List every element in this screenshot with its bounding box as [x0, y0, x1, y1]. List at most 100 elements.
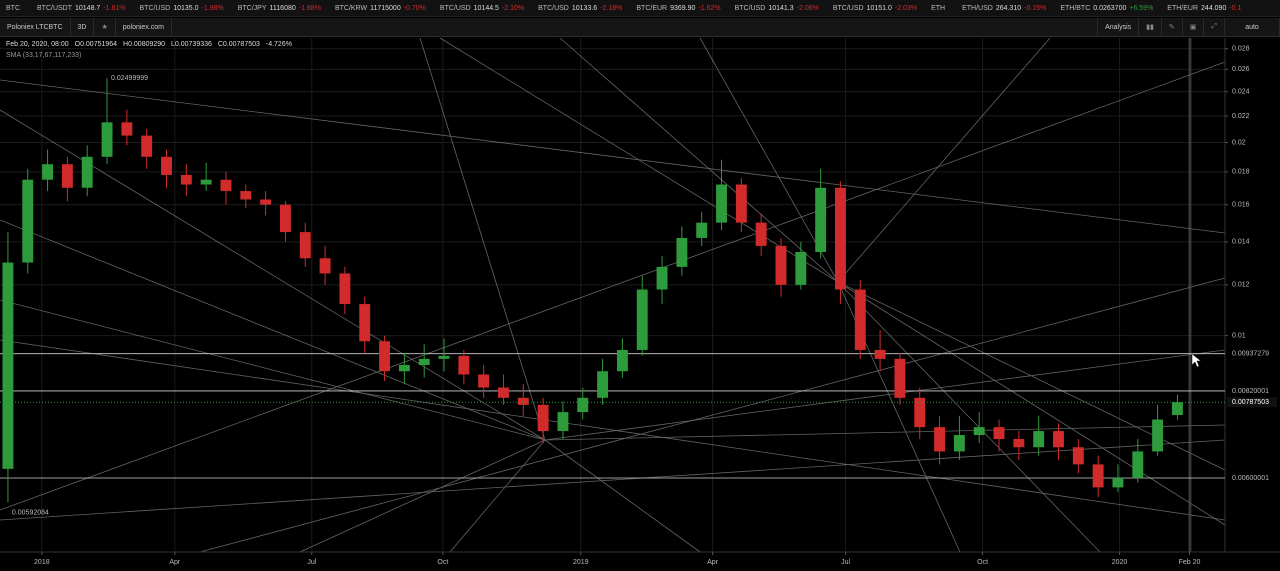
ticker-pair: BTC/USDT [37, 4, 72, 12]
ticker-change: -2.03% [894, 4, 918, 12]
trend-line [837, 281, 1226, 526]
ticker-item[interactable]: ETH/BTC 0.0263700 +6.59% [1060, 5, 1153, 12]
ticker-change: -1.98% [201, 4, 224, 12]
ticker-price: 10144.5 [473, 4, 499, 12]
ticker-price: 10141.3 [768, 4, 794, 12]
candle-body [458, 355, 470, 375]
favorite-icon[interactable]: ★ [94, 17, 116, 37]
ticker-change: -1.62% [698, 4, 721, 12]
candle-body [1072, 447, 1084, 465]
candle-body [577, 397, 589, 413]
ticker-change: +6.59% [1129, 4, 1154, 12]
candle-body [755, 222, 767, 246]
analysis-button[interactable]: Analysis [1097, 17, 1140, 37]
fullscreen-button[interactable]: ⤢ [1204, 17, 1225, 37]
bar-high: H0.00809290 [123, 41, 166, 48]
ticker-item[interactable]: ETH/USD 264.310 -0.15% [962, 5, 1046, 12]
candle-body [1033, 431, 1045, 448]
bar-date: Feb 20, 2020, 08:00 [6, 41, 69, 48]
ticker-item[interactable]: ETH [931, 5, 948, 12]
candle-body [2, 262, 14, 469]
ticker-pair: BTC/KRW [334, 4, 368, 12]
ticker-pair: ETH [931, 4, 946, 12]
candle-body [775, 245, 787, 285]
ticker-pair: ETH/USD [962, 4, 993, 12]
bar-low: L0.00739336 [171, 41, 212, 48]
last-price-box [1227, 397, 1277, 408]
ticker-item[interactable]: BTC/USD 10133.6 -2.18% [538, 5, 622, 12]
y-tick-label: 0.022 [1232, 113, 1250, 120]
ticker-pair: BTC/EUR [636, 4, 668, 12]
candle-body [993, 427, 1005, 440]
candle-body [220, 179, 232, 192]
ticker-item[interactable]: BTC/USD 10135.0 -1.98% [140, 5, 224, 12]
candle-body [121, 122, 133, 136]
candle-body [616, 349, 628, 372]
ticker-change: -2.10% [501, 4, 525, 12]
ticker-item[interactable]: BTC/EUR 9369.90 -1.62% [636, 5, 720, 12]
trend-line [544, 349, 1226, 441]
ticker-item[interactable]: BTC/JPY 1116080 -1.88% [238, 5, 321, 12]
ticker-item[interactable]: BTC/USDT 10148.7 -1.81% [37, 5, 126, 12]
candles [2, 78, 1183, 503]
trend-line [449, 439, 546, 553]
candle-body [1092, 464, 1104, 488]
bar-close: C0.00787503 [217, 41, 260, 48]
interval-button[interactable]: 3D [71, 17, 95, 37]
candle-body [379, 341, 390, 372]
ticker-price: 0.0263700 [1093, 4, 1127, 12]
x-tick-label: 2020 [1112, 559, 1128, 566]
indicator-legend: SMA (33,17,67,117,233) [6, 52, 82, 59]
candle-body [537, 404, 549, 432]
symbol-button[interactable]: Poloniex LTCBTC [0, 17, 71, 37]
ticker-item[interactable]: BTC/USD 10151.0 -2.03% [833, 5, 917, 12]
trend-line [199, 277, 1226, 553]
x-tick-label: Jul [841, 559, 850, 566]
ticker-item[interactable]: BTC/KRW 11715000 -0.70% [335, 5, 426, 12]
candle-body [42, 164, 54, 180]
chart-type-button[interactable]: ▮▮ [1139, 17, 1162, 37]
trend-line [837, 281, 1101, 553]
y-tick-label: 0.028 [1232, 46, 1250, 53]
ohlc-header: Feb 20, 2020, 08:00 O0.00751964 H0.00809… [6, 41, 296, 48]
screenshot-button[interactable]: ▣ [1183, 17, 1205, 37]
source-link[interactable]: poloniex.com [116, 17, 172, 37]
candle-body [1152, 419, 1164, 452]
candle-body [1132, 451, 1144, 478]
candle-body [141, 135, 153, 157]
trend-line [544, 439, 701, 553]
candle-body [795, 252, 807, 285]
candle-body [636, 289, 648, 350]
ticker-item[interactable]: BTC/USD 10144.5 -2.10% [440, 5, 524, 12]
toolbar: Poloniex LTCBTC 3D ★ poloniex.com Analys… [0, 17, 1280, 37]
trend-line [837, 37, 1051, 283]
candle-body [1013, 439, 1025, 448]
y-tick-label: 0.024 [1232, 89, 1250, 96]
draw-button[interactable]: ✎ [1162, 17, 1183, 37]
ticker-pair: BTC/USD [538, 4, 569, 12]
ticker-item[interactable]: BTC/USD 10141.3 -2.06% [735, 5, 819, 12]
trend-line [0, 299, 546, 441]
x-tick-label: Jul [307, 559, 316, 566]
scale-button[interactable]: auto [1225, 17, 1280, 37]
cursor [1191, 353, 1202, 368]
ticker-item[interactable]: ETH/EUR 244.090 -0.1 [1167, 5, 1241, 12]
candle-body [498, 387, 509, 398]
candle-body [438, 355, 450, 359]
ticker-item[interactable]: BTC [6, 5, 23, 12]
x-tick-label: 2018 [34, 559, 50, 566]
trend-line [0, 339, 1226, 521]
candle-body [200, 179, 212, 185]
candle-body [398, 364, 410, 372]
ticker-price: 10148.7 [75, 4, 101, 12]
ticker-pair: BTC/USD [832, 4, 864, 12]
candle-body [478, 374, 490, 388]
price-line-label: 0.00600001 [1232, 475, 1269, 482]
candle-body [359, 304, 371, 342]
candle-body [716, 184, 727, 223]
ticker-price: 264.310 [995, 4, 1022, 12]
